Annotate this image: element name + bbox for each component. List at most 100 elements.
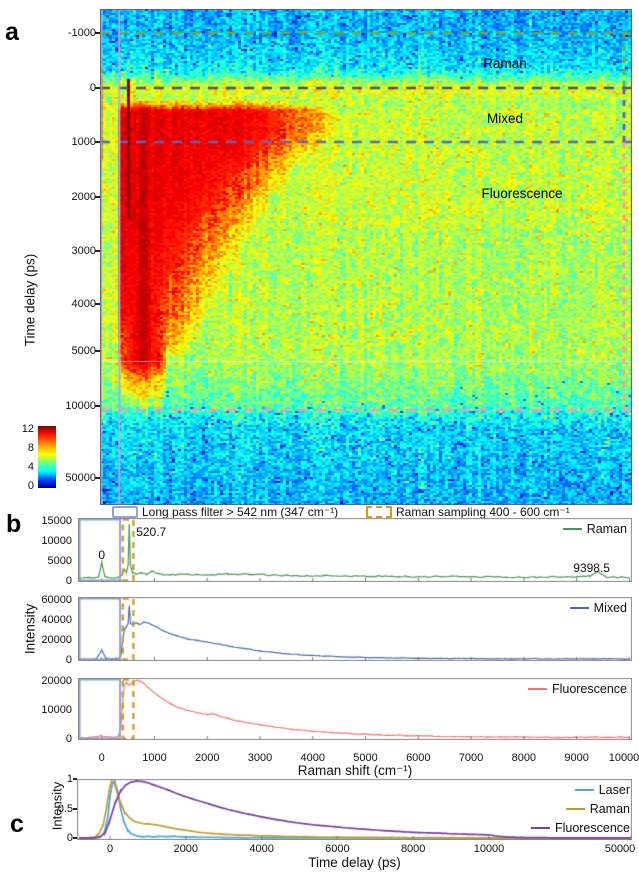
panel-a-ylabel: Time delay (ps) [22,253,38,347]
panel-b-xtick: 7000 [458,752,484,764]
panel-b-xtick: 5000 [353,752,378,764]
panel-b-ytick: 0 [65,653,72,666]
mixed-spectrum-canvas [78,597,632,661]
panel-b-ytick: 20000 [41,633,72,646]
panel-b-ytick: 15000 [41,514,72,527]
colorbar-tick: 12 [21,423,34,435]
legend-series-label: Fluorescence [554,821,630,835]
colorbar [38,426,56,488]
panel-b-xtick: 0 [98,752,105,764]
panel-a-ytickmark [95,303,100,305]
panel-a-ytick: 2000 [71,191,96,203]
panel-a-label: a [5,18,19,46]
raman-sampling-swatch-icon [366,506,392,518]
legend-series-label: Raman [586,522,627,536]
panel-b-xtick: 1000 [142,752,167,764]
panel-b-ytick: 10000 [41,703,72,716]
legend-line-swatch-icon [574,789,594,791]
panel-c-xtick: 8000 [400,843,426,855]
panel-c-xtick: 4000 [249,843,274,855]
panel-c-ytickmark [73,808,77,810]
panel-c-ytickmark [73,837,77,839]
panel-b-ytick: 20000 [41,674,72,687]
peak-annotation-520-7: 520.7 [136,525,167,539]
colorbar-tick: 0 [27,480,34,492]
panel-a-ytick: 5000 [71,345,96,357]
panel-b-ytick: 0 [65,732,72,745]
legend-line-swatch-icon [565,808,585,810]
panel-c-xtick: 6000 [325,843,350,855]
panel-a-ytickmark [95,196,100,198]
long-pass-filter-swatch-icon [112,506,138,518]
legend-mixed: Mixed [569,601,627,615]
raman-spectrum-canvas [78,518,632,582]
panel-a-ytick: 0 [89,82,96,94]
temporal-profiles-canvas [77,779,632,840]
heatmap-region-label-mixed: Mixed [486,111,524,126]
colorbar-tick: 4 [27,461,34,473]
panel-b-ytick: 40000 [41,613,72,626]
panel-b-ytick: 10000 [41,534,72,547]
panel-a-ytickmark [95,477,100,479]
panel-c-ytick: 0.5 [57,803,73,815]
legend-long-pass-filter: Long pass filter > 542 nm (347 cm⁻¹) [112,505,338,519]
panel-a-ytickmark [95,250,100,252]
legend-series-label: Laser [598,783,630,797]
legend-fluorescence: Fluorescence [530,821,630,835]
legend-raman-sampling: Raman sampling 400 - 600 cm⁻¹ [366,505,570,519]
panel-a-ytickmark [95,32,100,34]
heatmap-canvas [100,9,632,505]
panel-c-xtick: 10000 [473,843,505,855]
peak-annotation-0: 0 [98,548,106,562]
panel-b-label: b [6,510,22,538]
legend-laser: Laser [574,783,630,797]
legend-raman: Raman [562,522,627,536]
panel-b-xtick: 2000 [195,752,220,764]
panel-c-xtick: 50000 [604,843,636,855]
raman-sampling-label: Raman sampling 400 - 600 cm⁻¹ [396,505,570,519]
panel-c-ytick: 1 [66,773,73,785]
panel-c-xlabel: Time delay (ps) [308,855,401,870]
panel-b-xtick: 9000 [564,752,589,764]
legend-line-swatch-icon [569,607,589,609]
panel-a-ytick: 3000 [71,245,96,257]
long-pass-filter-label: Long pass filter > 542 nm (347 cm⁻¹) [142,505,339,519]
panel-a-ytickmark [95,350,100,352]
panel-a-ytick: 50000 [65,472,96,484]
panel-c-label: c [10,810,24,838]
panel-b-xtick: 4000 [300,752,326,764]
legend-fluorescence: Fluorescence [527,682,627,696]
panel-a-ytick: -1000 [67,27,96,39]
peak-annotation-9398-5: 9398.5 [573,561,610,575]
legend-series-label: Mixed [593,601,627,615]
panel-a-ytickmark [95,87,100,89]
colorbar-tick: 8 [27,442,34,454]
legend-series-label: Raman [589,802,630,816]
panel-b-xtick: 8000 [511,752,537,764]
legend-line-swatch-icon [562,528,582,530]
legend-series-label: Fluorescence [551,682,627,696]
panel-b-xtick: 3000 [247,752,273,764]
panel-a-ytick: 1000 [71,136,96,148]
panel-c-xtick: 0 [106,843,114,855]
panel-a-ytickmark [95,405,100,407]
panel-a-ytick: 4000 [71,298,96,310]
panel-c-ytick: 0 [66,832,73,844]
panel-c-xtick: 2000 [173,843,199,855]
panel-b-xtick: 6000 [406,752,431,764]
panel-c-ytickmark [73,778,77,780]
heatmap-region-label-fluorescence: Fluorescence [481,186,563,201]
legend-line-swatch-icon [530,827,550,829]
panel-a-ytickmark [95,141,100,143]
legend-line-swatch-icon [527,688,547,690]
panel-a-ytick: 10000 [65,400,96,412]
panel-b-ylabel: Intensity [22,603,38,655]
panel-b-ytick: 5000 [47,554,72,567]
legend-raman: Raman [565,802,630,816]
panel-b-ytick: 60000 [41,593,72,606]
heatmap-region-label-raman: Raman [483,56,527,71]
panel-b-ytick: 0 [65,574,72,587]
panel-b-xlabel: Raman shift (cm⁻¹) [297,763,413,778]
panel-b-xtick: 10000 [608,752,639,764]
